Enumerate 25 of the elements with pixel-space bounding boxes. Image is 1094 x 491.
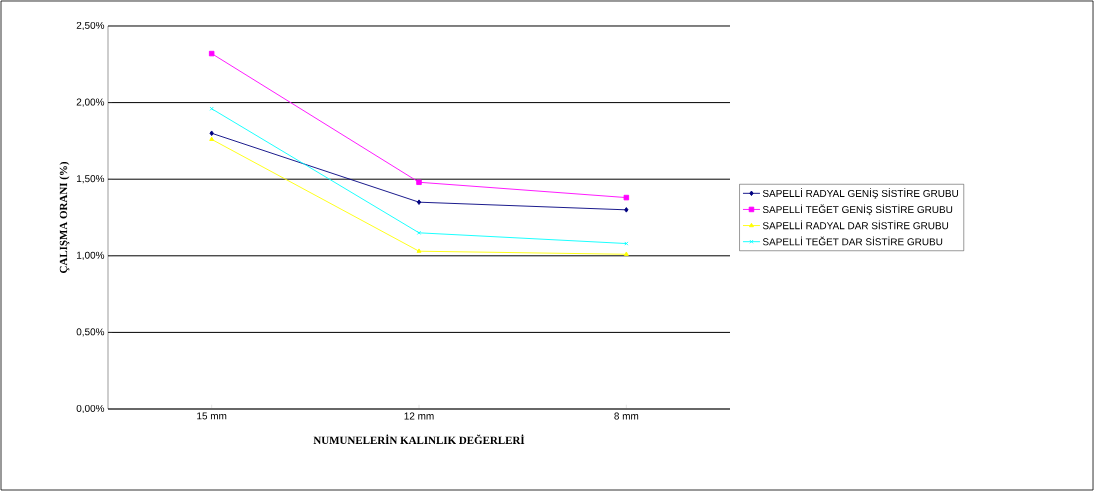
point: [416, 248, 422, 253]
y-tick-label: 2,00%: [76, 98, 105, 107]
point: [209, 130, 214, 136]
legend-label: SAPELLİ TEĞET GENİŞ SİSTİRE GRUBU: [762, 204, 953, 216]
point: [623, 251, 629, 256]
y-tick-label: 0,00%: [76, 404, 105, 414]
x-axis-title: NUMUNELERİN KALINLIK DEĞERLERİ: [313, 434, 525, 444]
x-tick-label: 8 mm: [614, 412, 639, 420]
legend-label: SAPELLİ RADYAL GENİŞ SİSTİRE GRUBU: [762, 188, 959, 199]
point: [208, 50, 215, 57]
point: [416, 230, 422, 235]
legend-label: SAPELLİ TEĞET DAR SİSTİRE GRUBU: [762, 236, 943, 246]
point: [416, 179, 422, 185]
point: [623, 194, 630, 201]
y-tick-label: 2,50%: [76, 21, 105, 31]
point: [209, 136, 215, 141]
legend-label: SAPELLİ RADYAL DAR SİSTİRE GRUBU: [762, 220, 949, 230]
y-tick-label: 1,50%: [77, 175, 105, 184]
point: [416, 199, 422, 205]
y-tick-label: 0,50%: [76, 328, 105, 337]
x-tick-label: 12 mm: [404, 412, 434, 420]
y-axis-title: ÇALIŞMA ORANI (%): [59, 161, 70, 273]
y-tick-label: 1,00%: [77, 251, 105, 260]
x-tick-label: 15 mm: [197, 412, 227, 420]
point: [624, 207, 629, 213]
